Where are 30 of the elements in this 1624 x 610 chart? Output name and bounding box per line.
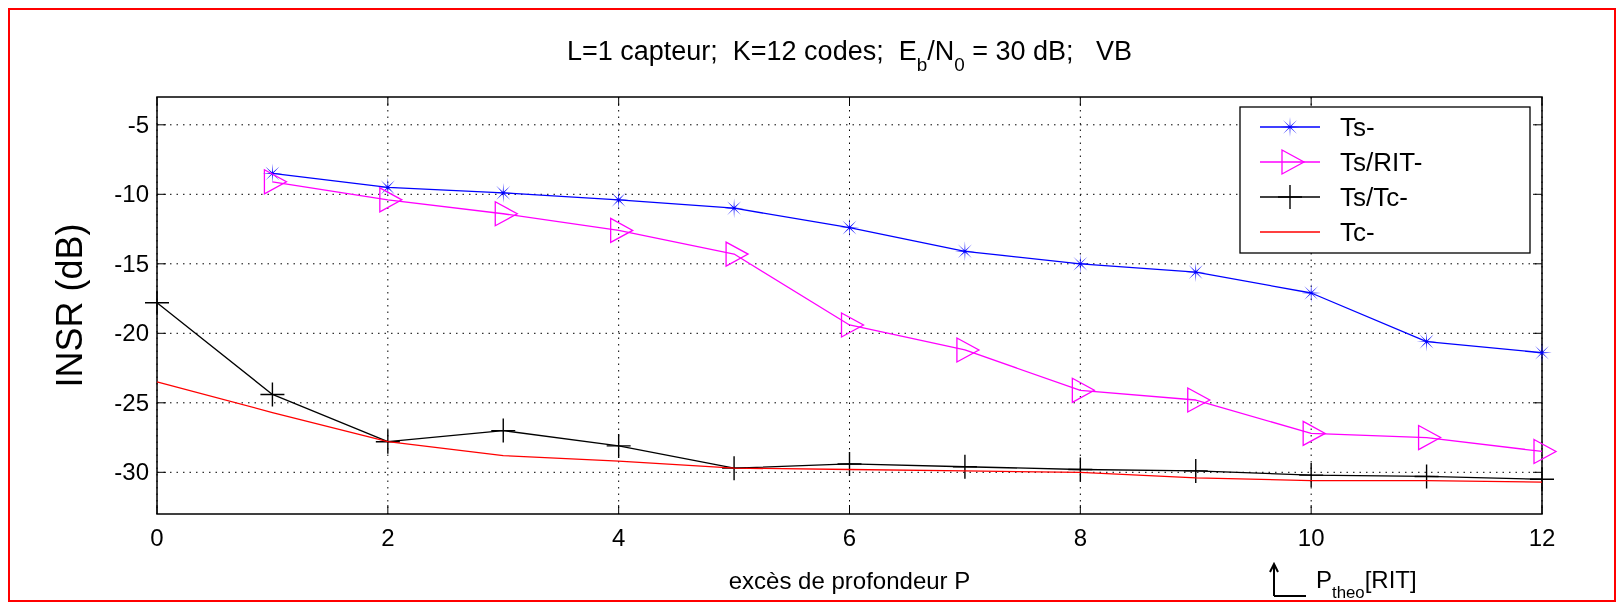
- point: [839, 217, 860, 238]
- x-axis-title: excès de profondeur P: [728, 567, 971, 594]
- text: P$_{theo}$[RIT]: [1316, 566, 1417, 602]
- x-tick-label: 12: [1528, 524, 1556, 551]
- x-tick-label: 4: [611, 524, 626, 551]
- point: [952, 454, 977, 479]
- point: [1530, 467, 1554, 492]
- y-tick-label: -5: [127, 110, 149, 138]
- y-tick-label: -25: [114, 388, 149, 416]
- legend-label: Ts-: [1340, 112, 1375, 142]
- point: [837, 451, 862, 476]
- x-tick-label: 8: [1073, 524, 1088, 551]
- legend-label: Tc-: [1340, 217, 1375, 247]
- x-tick-label: 10: [1297, 524, 1325, 551]
- point: [606, 433, 631, 458]
- x-tick-label: 6: [842, 524, 857, 551]
- point: [1183, 458, 1208, 483]
- y-tick-label: -20: [114, 319, 149, 347]
- legend-label: Ts/RIT-: [1340, 147, 1423, 177]
- y-tick-label: -10: [114, 180, 149, 208]
- x-tick-label: 2: [381, 524, 395, 551]
- y-tick-label: -15: [114, 249, 149, 277]
- point: [1416, 331, 1437, 352]
- chart-title: L=1 capteur; K=12 codes; E$_{b}$/N$_{0}$ = 30 dB; VB: [566, 36, 1133, 75]
- x-tick-label: 0: [150, 524, 164, 551]
- point: [145, 290, 169, 315]
- point: [1299, 463, 1324, 488]
- y-axis-title: INSR (dB): [49, 223, 90, 388]
- y-tick-label: -30: [114, 458, 149, 486]
- legend-label: Ts/Tc-: [1340, 182, 1408, 212]
